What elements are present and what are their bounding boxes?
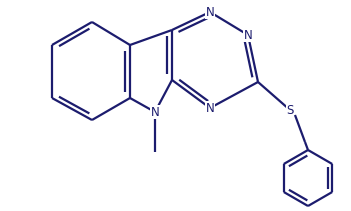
- Text: N: N: [244, 28, 252, 42]
- Text: N: N: [151, 106, 159, 119]
- Text: N: N: [206, 101, 214, 115]
- Text: S: S: [286, 104, 294, 116]
- Text: N: N: [206, 5, 214, 19]
